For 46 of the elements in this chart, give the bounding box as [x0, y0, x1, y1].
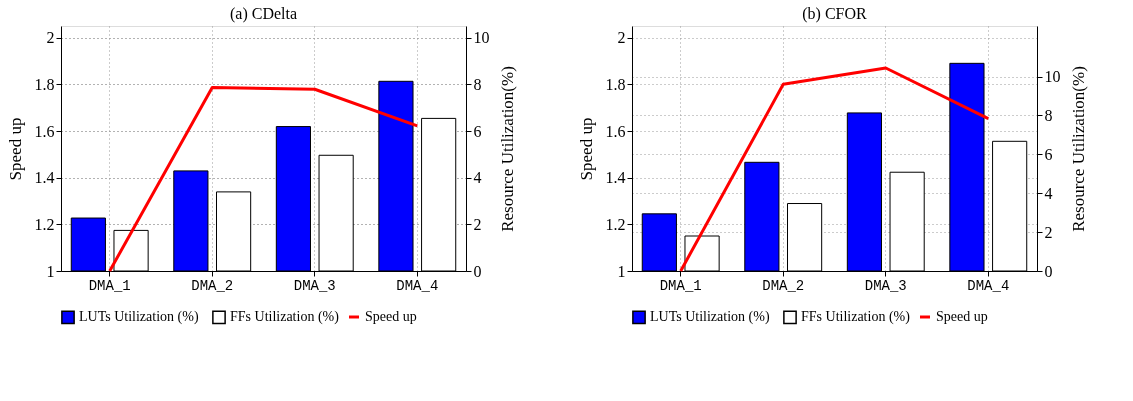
legend-label: LUTs Utilization (%)	[79, 309, 199, 326]
y-tick-label: 1	[46, 262, 55, 280]
y2-tick-label: 10	[473, 29, 490, 47]
x-tick-label: DMA_3	[293, 277, 336, 294]
y2-axis-title: Resource Utilization(%)	[497, 66, 517, 232]
y-tick-label: 1.8	[605, 75, 626, 93]
x-tick-label: DMA_3	[864, 277, 907, 294]
y2-tick-label: 0	[1044, 262, 1053, 280]
y-tick-label: 1.4	[34, 169, 55, 187]
y2-tick-label: 2	[1044, 223, 1053, 241]
y-tick-label: 1.6	[34, 122, 55, 140]
y-tick-label: 1.6	[605, 122, 626, 140]
y-tick-label: 2	[617, 29, 626, 47]
y2-tick-label: 4	[1044, 184, 1053, 202]
y-tick-label: 1.4	[605, 169, 626, 187]
y-axis-title: Speed up	[5, 117, 25, 181]
y2-tick-label: 8	[1044, 106, 1053, 124]
chart-title: (a) CDelta	[229, 5, 298, 23]
y2-tick-label: 0	[473, 262, 482, 280]
y-tick-label: 1.2	[605, 215, 626, 233]
y-tick-label: 2	[46, 29, 55, 47]
legend-label: Speed up	[365, 309, 417, 324]
y2-tick-label: 6	[1044, 145, 1053, 163]
y2-tick-label: 4	[473, 169, 482, 187]
y-tick-label: 1.2	[34, 215, 55, 233]
x-tick-label: DMA_4	[967, 277, 1010, 294]
y2-tick-label: 8	[473, 75, 482, 93]
y2-tick-label: 2	[473, 215, 482, 233]
chart-title: (b) CFOR	[802, 5, 868, 23]
legend-label: LUTs Utilization (%)	[650, 309, 770, 326]
x-tick-label: DMA_2	[762, 277, 805, 294]
line-series	[108, 86, 419, 273]
y-tick-label: 1.8	[34, 75, 55, 93]
y2-tick-label: 10	[1044, 68, 1061, 86]
y2-tick-label: 6	[473, 122, 482, 140]
x-tick-label: DMA_4	[396, 277, 439, 294]
legend-label: Speed up	[936, 309, 988, 324]
y-axis-title: Speed up	[576, 117, 596, 181]
y-tick-label: 1	[617, 262, 626, 280]
x-tick-label: DMA_1	[659, 277, 702, 294]
legend-label: FFs Utilization (%)	[230, 309, 340, 326]
y2-axis-title: Resource Utilization(%)	[1068, 66, 1088, 232]
x-tick-label: DMA_2	[191, 277, 234, 294]
legend-label: FFs Utilization (%)	[801, 309, 911, 326]
x-tick-label: DMA_1	[88, 277, 131, 294]
line-series	[679, 66, 990, 273]
